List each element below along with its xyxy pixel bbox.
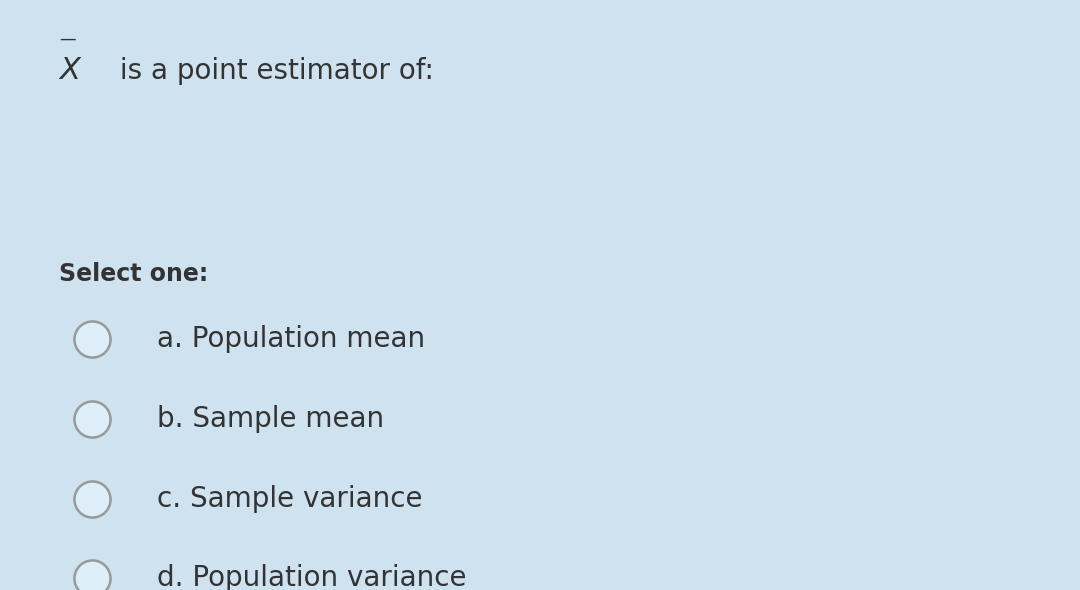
Point (83, 335, 100, 344)
Point (83, 494, 100, 503)
Text: c. Sample variance: c. Sample variance (157, 484, 422, 513)
Point (83, 414, 100, 424)
Text: —: — (59, 30, 76, 47)
Text: b. Sample mean: b. Sample mean (157, 405, 383, 433)
Text: Select one:: Select one: (59, 263, 208, 286)
Text: a. Population mean: a. Population mean (157, 325, 424, 353)
Text: d. Population variance: d. Population variance (157, 564, 467, 590)
Text: X: X (59, 56, 80, 86)
Text: is a point estimator of:: is a point estimator of: (111, 57, 434, 85)
Point (83, 573, 100, 583)
